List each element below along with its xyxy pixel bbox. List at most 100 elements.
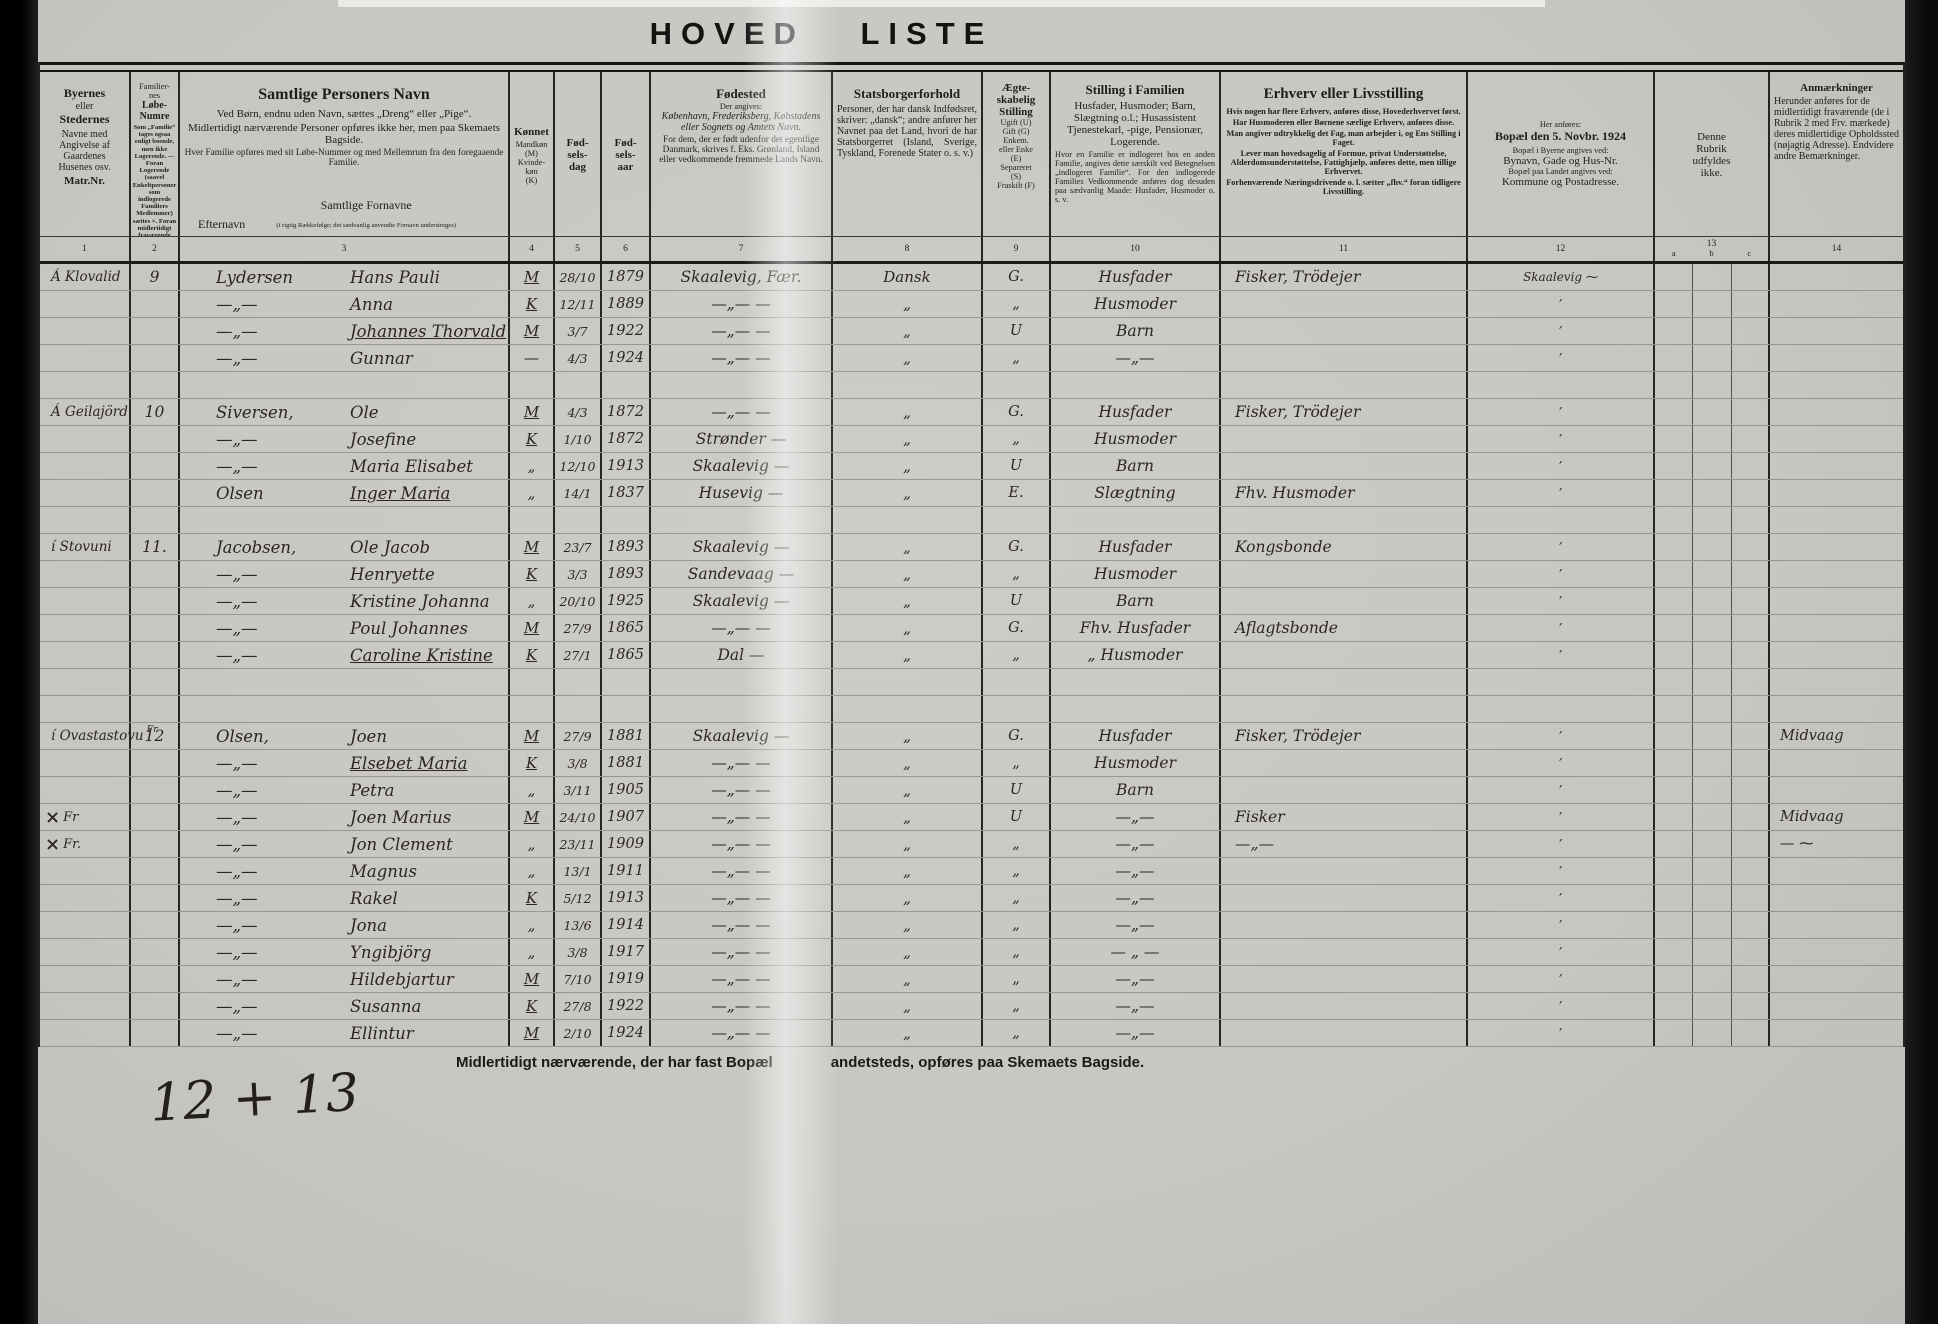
cell-marital-status: „ — [983, 561, 1051, 587]
cell-residence: ’ — [1468, 453, 1655, 479]
cell-family-position: Slægtning — [1051, 480, 1221, 506]
cell-remarks — [1770, 507, 1903, 533]
cell-remarks — [1770, 858, 1903, 884]
cell-birth-day: 4/3 — [555, 399, 602, 425]
cell-surname: —„— — [216, 888, 258, 908]
column-header-sex: Kønnet Mandkøn (M) Kvinde- køn (K) — [510, 72, 555, 236]
cell-rubric-13b — [1693, 534, 1732, 560]
table-row: Olsen Inger Maria „ 14/1 1837 Husevig — … — [40, 480, 1903, 507]
cell-rubric-13a — [1655, 480, 1693, 506]
cell-given-names: Susanna — [350, 996, 422, 1016]
table-row: —„— Gunnar — 4/3 1924 —„— — „ „ —„— ’ — [40, 345, 1903, 372]
cell-birth-year: 1865 — [602, 615, 651, 641]
cell-sex: K — [510, 291, 555, 317]
cell-given-names: Josefine — [350, 429, 417, 449]
cell-birth-day: 13/6 — [555, 912, 602, 938]
cell-family-position — [1051, 696, 1221, 722]
cell-remarks — [1770, 669, 1903, 695]
cell-sex: „ — [510, 777, 555, 803]
cell-rubric-13b — [1693, 966, 1732, 992]
cell-occupation: Fisker, Trödejer — [1221, 723, 1468, 749]
absent-x-mark: × — [45, 806, 61, 828]
cell-family-number — [131, 291, 180, 317]
column-header-rubric-13: Denne Rubrik udfyldes ikke. — [1655, 72, 1770, 236]
cell-family-position: —„— — [1051, 831, 1221, 857]
cell-sex — [510, 372, 555, 398]
cell-marital-status: „ — [983, 750, 1051, 776]
cell-birth-day: 12/10 — [555, 453, 602, 479]
cell-family-number — [131, 966, 180, 992]
cell-marital-status — [983, 696, 1051, 722]
cell-remarks — [1770, 291, 1903, 317]
cell-occupation — [1221, 318, 1468, 344]
cell-rubric-13a — [1655, 669, 1693, 695]
table-row: —„— Yngibjörg „ 3/8 1917 —„— — „ „ — „ —… — [40, 939, 1903, 966]
cell-marital-status: „ — [983, 1020, 1051, 1046]
cell-citizenship: „ — [833, 480, 983, 506]
col-num-3: 3 — [180, 237, 510, 261]
cell-name — [180, 669, 510, 695]
cell-birth-year: 1924 — [602, 345, 651, 371]
cell-name: —„— Poul Johannes — [180, 615, 510, 641]
cell-name: —„— Anna — [180, 291, 510, 317]
cell-name: —„— Magnus — [180, 858, 510, 884]
cell-sex: — — [510, 345, 555, 371]
cell-birth-year: 1881 — [602, 750, 651, 776]
cell-given-names: Joen — [350, 726, 387, 746]
cell-marital-status: „ — [983, 966, 1051, 992]
cell-marital-status: U — [983, 804, 1051, 830]
cell-birthplace: Skaalevig, Fær. — [651, 264, 833, 290]
cell-sex: M — [510, 399, 555, 425]
cell-birth-year — [602, 507, 651, 533]
table-row: Á Geilajörd 10 Siversen, Ole M 4/3 1872 … — [40, 399, 1903, 426]
cell-occupation — [1221, 912, 1468, 938]
cell-birthplace — [651, 696, 833, 722]
cell-birthplace: —„— — — [651, 831, 833, 857]
cell-birth-day — [555, 372, 602, 398]
cell-occupation — [1221, 858, 1468, 884]
cell-family-position: —„— — [1051, 966, 1221, 992]
cell-family-position: Barn — [1051, 318, 1221, 344]
cell-birthplace: Skaalevig — — [651, 588, 833, 614]
cell-family-number — [131, 480, 180, 506]
cell-given-names: Elsebet Maria — [350, 753, 468, 773]
cell-residence: ’ — [1468, 318, 1655, 344]
cell-marital-status: „ — [983, 426, 1051, 452]
cell-residence: ’ — [1468, 399, 1655, 425]
cell-birthplace: —„— — — [651, 318, 833, 344]
cell-rubric-13b — [1693, 912, 1732, 938]
cell-residence: ’ — [1468, 426, 1655, 452]
cell-birthplace — [651, 669, 833, 695]
cell-remarks — [1770, 777, 1903, 803]
cell-surname: —„— — [216, 942, 258, 962]
cell-birth-day — [555, 669, 602, 695]
cell-rubric-13c — [1732, 642, 1770, 668]
cell-place — [40, 318, 131, 344]
cell-family-number — [131, 1020, 180, 1046]
cell-occupation — [1221, 588, 1468, 614]
cell-rubric-13b — [1693, 885, 1732, 911]
cell-name: Jacobsen, Ole Jacob — [180, 534, 510, 560]
column-number-row: 1 2 3 4 5 6 7 8 9 10 11 12 13 a b c — [40, 236, 1903, 264]
cell-rubric-13c — [1732, 750, 1770, 776]
cell-sex: M — [510, 615, 555, 641]
cell-rubric-13b — [1693, 723, 1732, 749]
cell-sex: K — [510, 885, 555, 911]
cell-place: í Stovuni — [40, 534, 131, 560]
cell-sex — [510, 669, 555, 695]
cell-birthplace: —„— — — [651, 399, 833, 425]
cell-marital-status: E. — [983, 480, 1051, 506]
cell-remarks — [1770, 885, 1903, 911]
cell-place — [40, 912, 131, 938]
cell-place — [40, 696, 131, 722]
cell-surname: Jacobsen, — [216, 537, 297, 557]
subheader-surname: Efternavn — [198, 217, 246, 231]
cell-rubric-13b — [1693, 507, 1732, 533]
cell-sex: M — [510, 318, 555, 344]
cell-birth-year: 1872 — [602, 426, 651, 452]
col-num-10: 10 — [1051, 237, 1221, 261]
cell-place: × Fr — [40, 804, 131, 830]
table-row: —„— Petra „ 3/11 1905 —„— — „ U Barn ’ — [40, 777, 1903, 804]
cell-family-number — [131, 804, 180, 830]
cell-birth-year: 1925 — [602, 588, 651, 614]
